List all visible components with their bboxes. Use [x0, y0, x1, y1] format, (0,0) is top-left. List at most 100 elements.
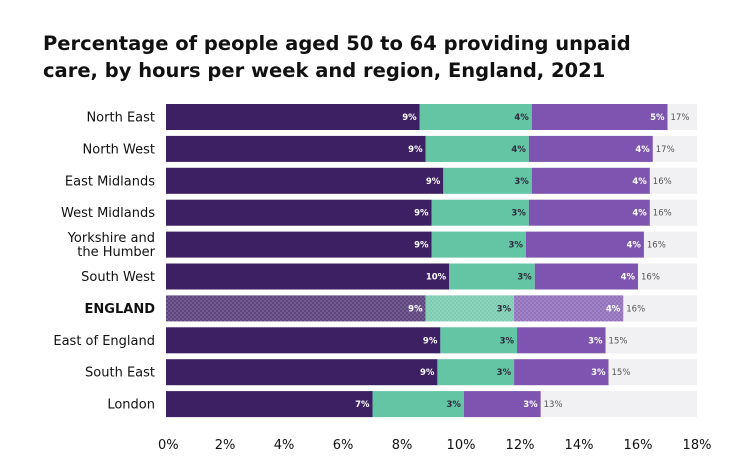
segment-data-label: 9%	[414, 241, 429, 251]
segment-data-label: 9%	[423, 336, 438, 346]
category-label: North East	[86, 111, 155, 126]
x-tick-label: 0%	[158, 438, 179, 453]
category-label-line: the Humber	[77, 245, 155, 260]
total-data-label: 16%	[647, 241, 666, 251]
segment-data-label: 7%	[355, 400, 370, 410]
category-label: East of England	[53, 334, 155, 349]
x-tick-label: 14%	[565, 438, 594, 453]
bar-segment	[431, 199, 529, 226]
segment-data-label: 9%	[426, 177, 441, 187]
bar-segment	[437, 359, 515, 386]
segment-data-label: 4%	[511, 145, 526, 155]
total-data-label: 16%	[653, 209, 672, 219]
bar-segment	[166, 104, 420, 130]
total-data-label: 16%	[626, 304, 645, 314]
bar-segment	[449, 263, 535, 290]
segment-data-label: 4%	[632, 177, 647, 187]
bar-segment	[166, 359, 438, 386]
bar-segment	[166, 327, 441, 354]
segment-data-label: 3%	[523, 400, 538, 410]
bar-segment	[166, 231, 432, 258]
segment-data-label: 3%	[514, 177, 529, 187]
x-tick-label: 12%	[506, 438, 535, 453]
x-tick-label: 10%	[447, 438, 476, 453]
total-data-label: 17%	[671, 113, 690, 123]
category-label-line: Yorkshire and	[67, 231, 155, 246]
bar-segment	[531, 104, 668, 130]
category-label-line: North East	[86, 111, 155, 126]
bar-segment	[463, 391, 541, 418]
bar-segment-texture	[425, 295, 515, 322]
segment-data-label: 4%	[635, 145, 650, 155]
category-label-line: East Midlands	[65, 174, 155, 189]
bar-segment	[166, 263, 450, 290]
x-tick-label: 6%	[333, 438, 354, 453]
category-label: West Midlands	[61, 206, 155, 221]
category-label: North West	[83, 142, 155, 157]
segment-data-label: 9%	[414, 209, 429, 219]
category-label: East Midlands	[65, 174, 155, 189]
segment-data-label: 3%	[511, 209, 526, 219]
x-tick-label: 18%	[683, 438, 712, 453]
segment-data-label: 10%	[426, 273, 447, 283]
bar-segment	[425, 135, 529, 162]
segment-data-label: 9%	[408, 145, 423, 155]
segment-data-label: 4%	[632, 209, 647, 219]
chart-title-line-2: care, by hours per week and region, Engl…	[43, 59, 606, 82]
x-tick-label: 4%	[274, 438, 295, 453]
category-label-line: South West	[81, 270, 155, 285]
bar-segment	[517, 327, 606, 354]
x-tick-label: 16%	[624, 438, 653, 453]
bar-segment	[440, 327, 518, 354]
bar-segment-texture	[166, 295, 426, 322]
bar-segment	[372, 391, 464, 418]
bars: 9% 4% 5% 17% 9% 4% 4% 17% 9% 3% 4% 16% 9% 3% 4% 16% 9% 3%…	[166, 104, 690, 418]
category-labels: North East North West East Midlands West Mi…	[53, 111, 155, 413]
segment-data-label: 4%	[621, 273, 636, 283]
chart-title: Percentage of people aged 50 to 64 provi…	[43, 30, 703, 84]
category-label: London	[107, 398, 155, 413]
x-tick-label: 2%	[215, 438, 236, 453]
category-label-line: ENGLAND	[85, 302, 156, 317]
bar-segment	[525, 231, 644, 258]
segment-data-label: 4%	[606, 304, 621, 314]
bar-segment	[431, 231, 526, 258]
category-label-line: London	[107, 398, 155, 413]
total-data-label: 16%	[641, 273, 660, 283]
segment-data-label: 4%	[514, 113, 529, 123]
bar-segment	[528, 135, 653, 162]
category-label: South West	[81, 270, 155, 285]
category-label-line: East of England	[53, 334, 155, 349]
category-label-line: West Midlands	[61, 206, 155, 221]
bar-segment	[514, 359, 609, 386]
segment-data-label: 3%	[497, 368, 512, 378]
x-tick-label: 8%	[392, 438, 413, 453]
segment-data-label: 9%	[402, 113, 417, 123]
category-label-line: South East	[85, 366, 155, 381]
bar-segment	[166, 391, 373, 418]
segment-data-label: 9%	[420, 368, 435, 378]
segment-data-label: 9%	[408, 304, 423, 314]
bar-segment-texture	[514, 295, 624, 322]
total-data-label: 15%	[609, 336, 628, 346]
bar-segment	[534, 263, 638, 290]
segment-data-label: 3%	[508, 241, 523, 251]
category-label: ENGLAND	[85, 302, 156, 317]
segment-data-label: 3%	[500, 336, 515, 346]
bar-segment	[166, 199, 432, 226]
bar-segment	[166, 135, 426, 162]
bar-segment	[166, 167, 444, 194]
category-label: South East	[85, 366, 155, 381]
total-data-label: 16%	[653, 177, 672, 187]
category-label: Yorkshire and the Humber	[67, 231, 156, 260]
bar-segment	[531, 167, 650, 194]
bar-segment	[528, 199, 650, 226]
bar-segment	[443, 167, 532, 194]
segment-data-label: 3%	[591, 368, 606, 378]
segment-data-label: 3%	[588, 336, 603, 346]
total-data-label: 15%	[612, 368, 631, 378]
total-data-label: 17%	[656, 145, 675, 155]
segment-data-label: 5%	[650, 113, 665, 123]
x-axis-ticks: 0% 2% 4% 6% 8% 10% 12% 14% 16% 18%	[158, 438, 711, 453]
